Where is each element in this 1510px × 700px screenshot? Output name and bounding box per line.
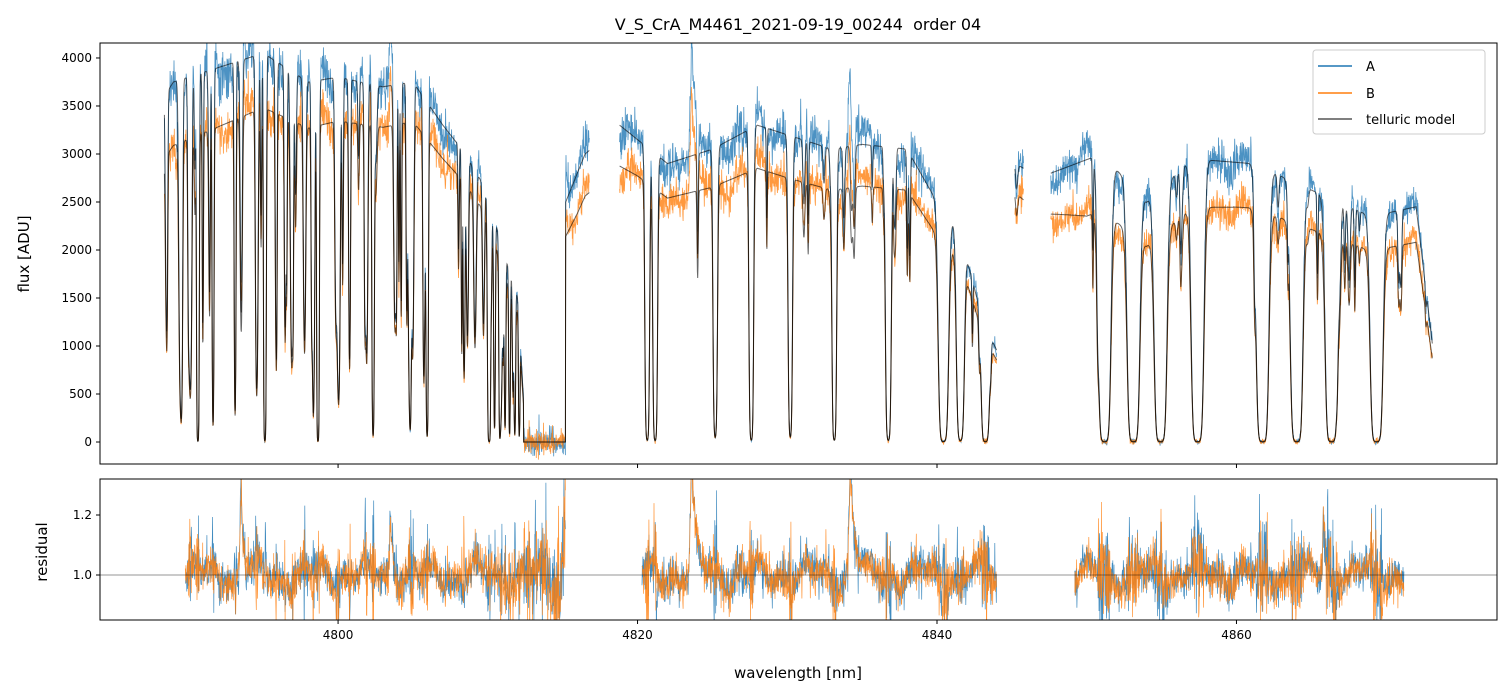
series-b-residual-line xyxy=(184,479,1405,620)
flux-panel xyxy=(163,43,1433,460)
flux-y-tick-label: 1500 xyxy=(61,291,92,305)
flux-y-tick-label: 4000 xyxy=(61,51,92,65)
residual-y-label: residual xyxy=(33,522,51,581)
chart-title: V_S_CrA_M4461_2021-09-19_00244 order 04 xyxy=(615,15,981,35)
flux-y-tick-label: 3000 xyxy=(61,147,92,161)
flux-panel-frame xyxy=(99,42,1498,465)
flux-y-tick-label: 1000 xyxy=(61,339,92,353)
residual-y-tick-label: 1.2 xyxy=(73,508,92,522)
residual-panel-frame xyxy=(99,478,1498,621)
telluric-model-a-line xyxy=(163,55,1433,443)
series-a-flux-line xyxy=(164,43,1433,457)
flux-y-tick-label: 3500 xyxy=(61,99,92,113)
legend-frame xyxy=(1312,49,1486,135)
flux-y-tick-label: 2500 xyxy=(61,195,92,209)
flux-y-tick-label: 500 xyxy=(69,387,92,401)
residual-panel xyxy=(100,479,1497,620)
residual-x-axis: 4800 4820 4840 4860 xyxy=(323,620,1252,642)
legend-label-a: A xyxy=(1366,60,1375,75)
flux-y-axis: 0 500 1000 1500 2000 2500 3000 3500 4000 xyxy=(61,51,100,449)
residual-y-axis: 1.0 1.2 xyxy=(73,508,100,582)
x-tick-label: 4800 xyxy=(323,628,354,642)
legend-label-b: B xyxy=(1366,87,1375,102)
x-tick-label: 4840 xyxy=(922,628,953,642)
x-tick-label: 4820 xyxy=(622,628,653,642)
legend: A B telluric model xyxy=(1312,49,1486,135)
residual-y-tick-label: 1.0 xyxy=(73,568,92,582)
series-b-flux-line xyxy=(164,66,1433,460)
x-tick-label: 4860 xyxy=(1221,628,1252,642)
telluric-model-b-line xyxy=(163,109,1433,443)
x-axis-label: wavelength [nm] xyxy=(734,664,862,682)
flux-y-label: flux [ADU] xyxy=(15,215,33,292)
legend-label-telluric: telluric model xyxy=(1366,113,1455,128)
flux-x-axis xyxy=(337,464,1237,468)
flux-y-tick-label: 2000 xyxy=(61,243,92,257)
flux-y-tick-label: 0 xyxy=(84,435,92,449)
